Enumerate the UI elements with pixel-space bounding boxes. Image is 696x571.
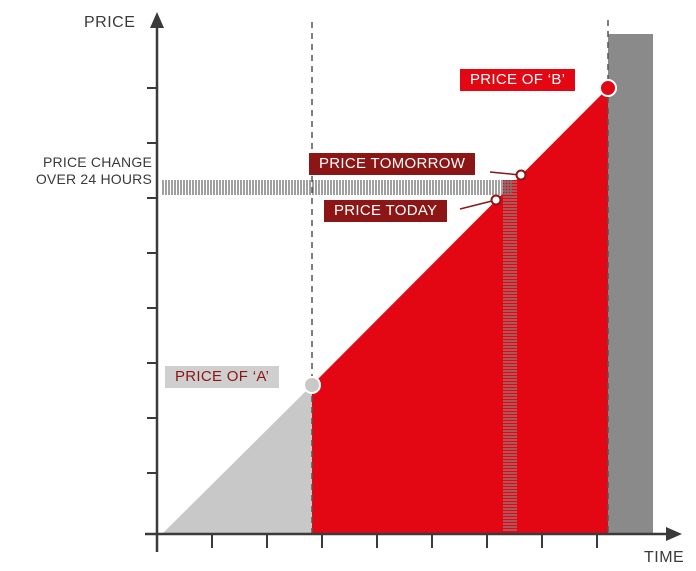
price-change-horizontal-stripe <box>162 180 512 195</box>
price-b-tag: PRICE OF ‘B’ <box>460 69 576 91</box>
price-tomorrow-tag: PRICE TOMORROW <box>309 153 476 175</box>
y-axis <box>147 12 164 552</box>
y-axis-arrow-icon <box>150 12 164 28</box>
price-a-point <box>303 376 321 394</box>
today-connector <box>459 199 497 210</box>
daily-change-vertical-stripe <box>503 180 517 534</box>
price-a-tag: PRICE OF ‘A’ <box>165 366 280 388</box>
pre-a-area <box>162 385 312 534</box>
y-axis-label: PRICE <box>84 14 136 31</box>
tomorrow-connector <box>489 171 521 176</box>
x-axis-arrow-icon <box>666 527 682 541</box>
price-change-label-line1: PRICE CHANGE <box>43 154 152 170</box>
price-today-point <box>490 194 502 206</box>
price-tomorrow-point <box>515 169 527 181</box>
post-b-bar <box>608 34 653 534</box>
price-today-tag: PRICE TODAY <box>324 200 448 222</box>
a-to-b-area <box>312 88 608 534</box>
x-axis <box>145 527 682 548</box>
price-b-point <box>599 79 617 97</box>
price-change-label: PRICE CHANGE OVER 24 HOURS <box>0 154 152 188</box>
x-axis-label: TIME <box>644 549 685 566</box>
price-change-label-line2: OVER 24 HOURS <box>35 171 152 187</box>
